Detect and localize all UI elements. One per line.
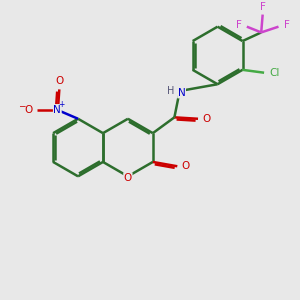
- Text: −: −: [18, 101, 26, 110]
- Text: F: F: [236, 20, 242, 30]
- Text: O: O: [181, 161, 190, 171]
- Text: +: +: [58, 100, 64, 109]
- Text: O: O: [55, 76, 64, 86]
- Text: O: O: [124, 173, 132, 183]
- Text: H: H: [167, 86, 174, 96]
- Text: N: N: [53, 105, 61, 115]
- Text: O: O: [202, 114, 210, 124]
- Text: N: N: [178, 88, 185, 98]
- Text: F: F: [260, 2, 266, 12]
- Text: O: O: [24, 105, 33, 115]
- Text: F: F: [284, 20, 290, 30]
- Text: Cl: Cl: [270, 68, 280, 78]
